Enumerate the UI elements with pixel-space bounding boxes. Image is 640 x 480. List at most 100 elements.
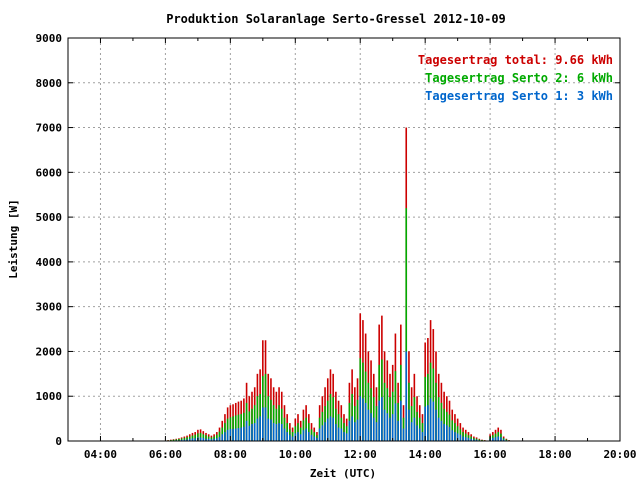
x-tick-label: 18:00 [538,448,571,461]
bar-serto1 [286,432,288,441]
bar-serto1 [324,422,326,441]
bar-serto1 [264,407,267,441]
bar-serto2 [205,435,207,441]
chart-bars [167,127,510,442]
bar-serto1 [367,409,370,441]
y-tick-label: 4000 [36,256,63,269]
bar-serto2 [337,414,340,441]
bar-serto1 [256,418,259,441]
bar-serto1 [272,423,275,441]
bar-serto1 [432,401,435,441]
bar-serto1 [391,414,394,441]
x-tick-label: 14:00 [409,448,442,461]
bar-serto1 [372,417,375,441]
plot-frame [67,37,621,442]
bar-serto2 [478,439,481,441]
bar-serto1 [262,407,264,441]
y-tick-label: 5000 [36,211,63,224]
y-tick-label: 2000 [36,345,63,358]
bar-serto2 [237,414,240,441]
bar-serto2 [218,431,221,441]
bar-serto1 [316,437,318,441]
chart-legend: Tagesertrag total: 9.66 kWh Tagesertrag S… [418,53,613,103]
bar-serto1 [275,423,278,441]
bar-serto1 [408,409,410,441]
bar-serto1 [224,432,226,441]
bar-serto1 [310,434,313,441]
bar-serto1 [356,419,359,441]
bar-serto1 [232,428,234,441]
bar-serto1 [207,438,210,441]
bar-serto1 [418,428,421,441]
bar-serto1 [308,432,310,441]
bar-serto1 [299,434,302,441]
bar-serto1 [345,433,348,441]
bar-serto1 [410,422,413,441]
bar-serto1 [259,416,261,441]
bar-serto2 [405,208,408,441]
bar-serto2 [202,434,205,441]
bar-serto1 [421,432,424,441]
y-axis-ticks: 0 1000 2000 3000 4000 5000 6000 7000 8000 9000 [36,32,620,448]
bar-serto1 [270,419,272,441]
bar-serto1 [191,438,194,441]
y-tick-label: 8000 [36,77,63,90]
bar-serto2 [253,405,256,441]
bar-serto1 [473,439,475,441]
bar-serto1 [492,437,494,441]
bar-serto2 [199,432,202,441]
bar-serto1 [394,403,397,441]
bar-serto1 [297,432,299,441]
bar-serto1 [500,437,502,441]
bar-serto2 [232,416,234,441]
bar-serto1 [199,437,202,441]
y-axis-label: Leistung [W] [7,199,20,278]
bar-serto1 [462,436,464,441]
bar-serto1 [243,426,245,441]
bar-serto1 [343,432,345,441]
bar-serto1 [413,417,416,441]
y-tick-label: 6000 [36,166,63,179]
bar-serto1 [326,418,329,441]
bar-serto1 [194,438,196,441]
chart-title: Produktion Solaranlage Serto-Gressel 201… [166,12,506,26]
bar-serto1 [253,423,256,441]
y-tick-label: 1000 [36,390,63,403]
y-tick-label: 0 [55,435,62,448]
bar-serto2 [178,438,180,441]
bar-serto1 [440,420,443,441]
bar-serto1 [427,405,429,441]
bar-serto1 [402,428,405,441]
bar-serto1 [435,409,437,441]
bar-serto1 [240,427,242,441]
legend-entry-serto1: Tagesertrag Serto 1: 3 kWh [425,89,613,103]
bar-serto2 [194,434,196,441]
bar-serto1 [362,398,364,441]
bar-serto2 [234,415,237,441]
bar-serto1 [335,423,337,441]
bar-serto1 [237,428,240,441]
bar-serto1 [448,427,451,441]
x-tick-label: 20:00 [603,448,636,461]
bar-serto1 [424,406,426,441]
bar-serto1 [378,400,380,441]
bar-serto2 [272,405,275,441]
bar-serto1 [216,438,218,441]
bar-serto2 [240,414,242,441]
bar-serto1 [364,402,367,441]
bar-serto1 [381,397,383,441]
legend-entry-total: Tagesertrag total: 9.66 kWh [418,53,613,67]
bar-serto1 [278,423,280,441]
bar-serto1 [437,417,440,441]
bar-serto1 [443,423,445,441]
x-axis-ticks: 04:00 06:00 08:00 10:00 12:00 14:00 16:00 18:00… [67,38,637,461]
bar-serto1 [383,409,386,441]
bar-serto1 [245,420,248,441]
bar-serto1 [248,425,251,441]
x-tick-label: 04:00 [84,448,117,461]
bar-serto1 [351,416,353,441]
bar-serto1 [451,430,454,441]
bar-serto1 [305,428,307,441]
bar-serto1 [267,418,270,441]
